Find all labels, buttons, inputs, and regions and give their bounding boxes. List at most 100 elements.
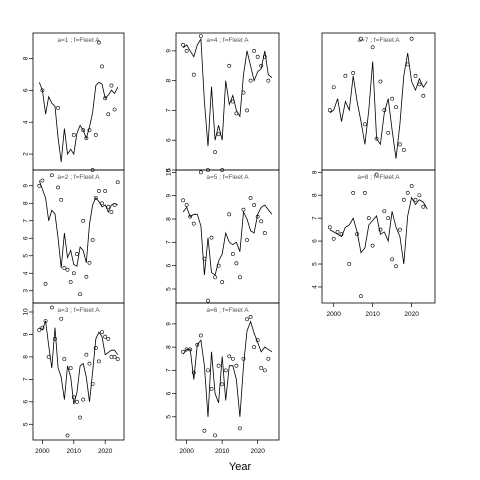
observed-point [103, 96, 108, 101]
observed-point [255, 214, 260, 219]
panel-7: a=3 ; f=Fleet A 5 6 7 8 9 10 2000 2010 2020 [23, 302, 125, 455]
observed-point [220, 382, 225, 387]
y-tick-label: 4 [23, 271, 30, 275]
fitted-line [38, 81, 119, 163]
y-tick-label: 9 [23, 332, 30, 336]
observed-point [43, 281, 48, 286]
observed-point [198, 170, 203, 175]
observed-point [227, 354, 232, 359]
y-tick-label: 8 [166, 78, 173, 82]
observed-point [355, 232, 359, 237]
panel-8: a=6 ; f=Fleet A 5 6 7 8 9 2000 2010 2020 [166, 302, 280, 455]
observed-point [394, 264, 398, 269]
y-tick-label: 9 [166, 322, 173, 326]
observed-point [103, 334, 108, 339]
observed-point [238, 275, 242, 280]
observed-point [234, 261, 239, 266]
observed-point [37, 183, 42, 188]
observed-point [262, 231, 267, 235]
observed-point [351, 191, 356, 195]
observed-point [90, 238, 95, 242]
y-tick-label: 6 [23, 400, 30, 404]
y-tick-label: 9 [166, 193, 173, 197]
observed-point [359, 294, 363, 299]
panel-6: a=8 ; f=Fleet A 4 5 6 7 8 9 2000 2010 2020 [312, 169, 436, 318]
observed-point [335, 230, 340, 234]
observed-point [230, 252, 235, 256]
observed-point [417, 193, 422, 198]
observed-point [49, 173, 54, 178]
y-tick-label: 7 [312, 216, 319, 220]
x-tick-label: 2020 [250, 448, 265, 455]
panel-4: a=2 ; f=Fleet A 3 4 5 6 7 8 9 [23, 169, 125, 304]
observed-point [40, 88, 45, 93]
observed-point [238, 426, 242, 431]
observed-point [327, 225, 332, 230]
observed-point [216, 363, 221, 368]
y-tick-label: 7 [23, 219, 30, 223]
panel-5: a=5 ; f=Fleet A 5 6 7 8 9 10 [166, 168, 280, 304]
observed-point [65, 433, 70, 438]
observed-point [96, 189, 101, 193]
observed-point [75, 252, 79, 256]
y-tick-label: 9 [312, 170, 319, 174]
observed-point [191, 370, 196, 375]
observed-point [198, 333, 203, 338]
observed-point [53, 337, 57, 341]
observed-point [331, 85, 336, 90]
observed-point [223, 368, 228, 373]
panel-title: a=4 ; f=Fleet A [206, 37, 249, 44]
observed-point [84, 274, 89, 279]
observed-point [351, 71, 356, 75]
y-tick-label: 5 [312, 262, 319, 266]
observed-point [255, 54, 260, 59]
observed-point [220, 280, 225, 284]
panel-title: a=3 ; f=Fleet A [57, 307, 100, 314]
y-tick-label: 5 [23, 422, 30, 426]
y-tick-label: 5 [166, 415, 173, 419]
fitted-line [182, 320, 273, 417]
observed-point [362, 122, 367, 127]
observed-point [386, 130, 391, 135]
observed-point [248, 315, 253, 319]
observed-point [65, 267, 70, 272]
observed-point [227, 63, 232, 68]
observed-point [112, 355, 117, 359]
observed-point [81, 218, 86, 223]
observed-point [206, 298, 210, 303]
observed-point [62, 266, 67, 270]
observed-point [245, 108, 249, 113]
observed-point [209, 235, 214, 240]
observed-point [390, 96, 395, 101]
x-tick-label: 2000 [35, 448, 50, 455]
observed-point [209, 387, 214, 391]
observed-point [56, 185, 61, 190]
observed-point [100, 64, 104, 69]
observed-point [195, 342, 200, 347]
observed-point [248, 196, 253, 200]
x-tick-label: 2010 [67, 448, 82, 455]
observed-point [109, 83, 114, 88]
observed-point [366, 216, 371, 221]
observed-point [112, 203, 117, 207]
observed-point [230, 99, 235, 104]
x-tick-label: 2000 [326, 311, 341, 318]
panel-frame [321, 32, 436, 171]
observed-point [255, 338, 260, 343]
observed-point [188, 347, 193, 352]
y-tick-label: 6 [312, 239, 319, 243]
observed-point [96, 40, 101, 45]
observed-point [43, 319, 48, 323]
y-tick-label: 8 [166, 217, 173, 221]
y-tick-label: 9 [23, 184, 30, 188]
observed-point [59, 316, 64, 321]
y-tick-label: 8 [166, 345, 173, 349]
observed-point [202, 256, 207, 261]
observed-point [40, 325, 45, 330]
y-tick-label: 7 [166, 240, 173, 244]
observed-point [93, 133, 98, 137]
observed-point [81, 128, 86, 133]
observed-point [241, 356, 246, 361]
observed-point [84, 352, 89, 357]
